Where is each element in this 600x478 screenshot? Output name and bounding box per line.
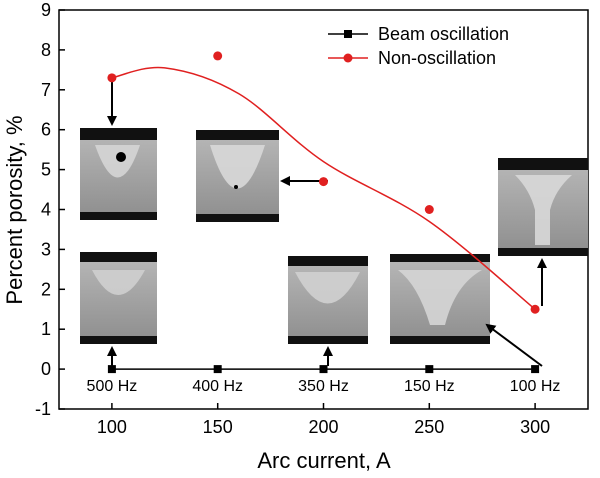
frequency-label: 350 Hz xyxy=(298,378,349,395)
frequency-labels: 500 Hz 400 Hz 350 Hz 150 Hz 100 Hz xyxy=(87,378,561,395)
y-tick-label: 3 xyxy=(41,239,51,259)
y-axis-title: Percent porosity, % xyxy=(2,115,27,304)
y-tick-label: 2 xyxy=(41,279,51,299)
x-tick-label: 100 xyxy=(97,417,127,437)
point-non-oscillation xyxy=(319,177,328,187)
series-line-non-oscillation xyxy=(111,66,536,310)
frequency-label: 100 Hz xyxy=(510,378,561,395)
point-non-oscillation xyxy=(424,205,434,214)
point-non-oscillation xyxy=(213,51,223,61)
y-tick-label: 7 xyxy=(41,80,51,100)
y-axis-ticks: -1 0 1 2 3 4 5 6 7 8 9 xyxy=(35,0,65,419)
x-tick-label: 300 xyxy=(520,417,550,437)
micrograph-inset-100a-nonosc xyxy=(80,128,157,220)
legend-label-nonosc: Non-oscillation xyxy=(378,48,496,68)
legend: Beam oscillation Non-oscillation xyxy=(328,24,509,68)
y-tick-label: 6 xyxy=(41,120,51,140)
micrograph-inset-100a-osc xyxy=(80,252,157,344)
legend-marker-beam xyxy=(344,30,352,38)
y-tick-label: 9 xyxy=(41,0,51,20)
point-non-oscillation xyxy=(107,73,117,83)
frequency-label: 500 Hz xyxy=(87,378,138,395)
micrograph-inset-150a-nonosc xyxy=(196,130,279,222)
frequency-label: 150 Hz xyxy=(404,378,455,395)
x-tick-label: 150 xyxy=(203,417,233,437)
micrograph-inset-200a-osc xyxy=(288,256,368,344)
point-beam-oscillation xyxy=(213,365,222,374)
frequency-label: 400 Hz xyxy=(192,378,243,395)
y-tick-label: 4 xyxy=(41,200,51,220)
y-tick-label: 8 xyxy=(41,40,51,60)
x-tick-label: 250 xyxy=(414,417,444,437)
annotation-arrows xyxy=(107,80,547,367)
watermark: 头条 @江苏激光产业创新联盟 xyxy=(402,453,588,470)
legend-label-beam: Beam oscillation xyxy=(378,24,509,44)
y-tick-label: -1 xyxy=(35,399,51,419)
micrograph-inset-300a-nonosc xyxy=(498,158,588,256)
micrograph-inset-250a-osc xyxy=(390,254,490,344)
point-beam-oscillation xyxy=(319,365,328,374)
y-tick-label: 1 xyxy=(41,319,51,339)
x-tick-label: 200 xyxy=(308,417,338,437)
point-beam-oscillation xyxy=(425,365,434,374)
series-layer xyxy=(107,51,540,374)
x-axis-title: Arc current, A xyxy=(257,448,391,473)
point-beam-oscillation xyxy=(531,365,540,374)
y-tick-label: 5 xyxy=(41,160,51,180)
x-axis-ticks: 100 150 200 250 300 xyxy=(97,403,550,437)
legend-marker-nonosc xyxy=(343,53,353,63)
point-beam-oscillation xyxy=(107,365,116,374)
point-non-oscillation xyxy=(530,304,540,314)
y-tick-label: 0 xyxy=(41,359,51,379)
